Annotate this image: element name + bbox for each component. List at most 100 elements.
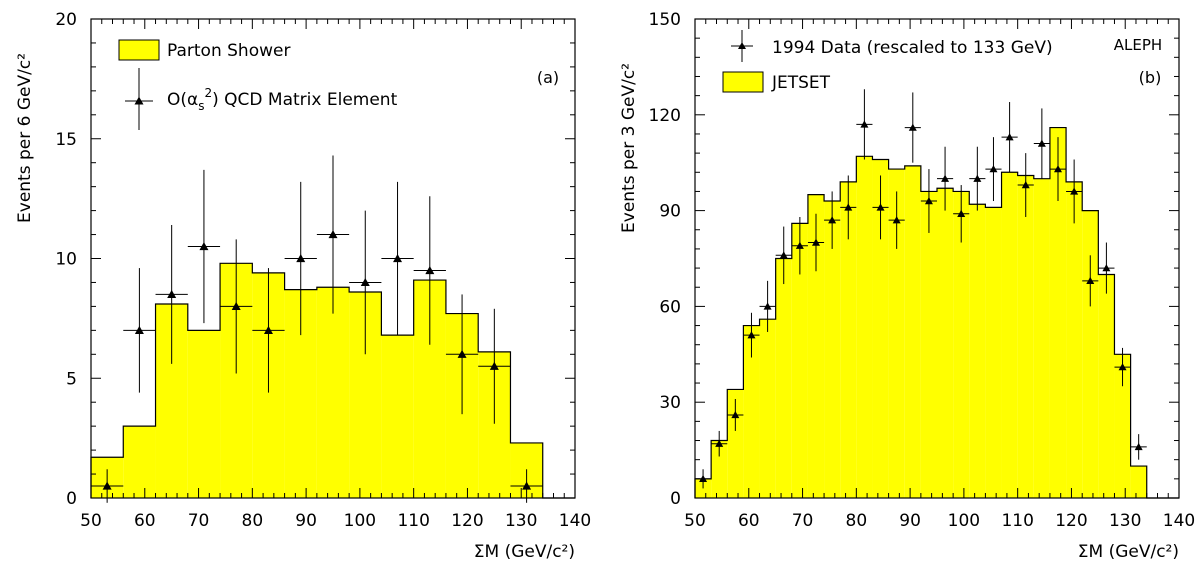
hist-bar: [872, 159, 889, 499]
point-marker: [1054, 165, 1062, 173]
hist-bar: [807, 194, 825, 498]
point-marker: [393, 254, 403, 263]
x-tick-label: 60: [738, 511, 760, 531]
data-point: [1114, 347, 1131, 387]
data-point: [155, 224, 188, 364]
x-tick-label: 100: [948, 511, 980, 531]
data-point: [759, 280, 776, 332]
hist-bar: [791, 223, 808, 498]
point-marker: [860, 120, 869, 128]
data-point: [413, 196, 446, 345]
point-marker: [199, 242, 209, 251]
data-point: [1049, 137, 1067, 202]
ticks-a: [90, 18, 576, 499]
y-tick-label: 90: [659, 202, 681, 222]
point-marker: [908, 123, 917, 131]
data-point: [220, 239, 253, 374]
point-marker: [828, 216, 837, 224]
point-marker: [360, 277, 370, 287]
xlabel-b: ΣM (GeV/c²): [1078, 542, 1179, 562]
point-marker: [1086, 276, 1095, 285]
x-tick-label: 140: [559, 511, 591, 531]
data-point: [824, 191, 841, 249]
hist-bar: [316, 287, 350, 498]
data-point: [775, 226, 792, 285]
xlabel-a: ΣM (GeV/c²): [474, 542, 575, 562]
data-point: [969, 146, 986, 211]
point-marker: [489, 361, 499, 370]
panel-label-b: (b): [1139, 68, 1162, 87]
x-tick-label: 120: [451, 511, 483, 531]
hist-bar: [1130, 466, 1147, 498]
y-tick-label: 150: [649, 10, 681, 30]
y-tick-label: 60: [659, 297, 681, 317]
ylabel-b: Events per 3 GeV/c²: [619, 63, 639, 233]
hist-bar: [840, 181, 857, 499]
hist-bar: [187, 330, 221, 498]
data-point: [91, 469, 124, 503]
point-marker: [1102, 264, 1111, 272]
hist-bar: [1082, 210, 1099, 498]
point-marker: [989, 165, 998, 173]
data-point: [123, 268, 156, 393]
point-marker: [328, 230, 338, 239]
legend-label-jetset: JETSET: [771, 73, 831, 93]
x-tick-label: 110: [1001, 511, 1033, 531]
data-point: [953, 185, 970, 243]
hist-bar: [824, 201, 841, 498]
data-point: [791, 216, 808, 275]
data-point: [349, 210, 382, 355]
x-tick-label: 110: [397, 511, 429, 531]
hist-bar: [743, 325, 760, 498]
data-point: [1082, 255, 1099, 307]
x-tick-label: 70: [188, 511, 210, 531]
point-marker: [1037, 139, 1046, 147]
points-1994-data: [695, 89, 1147, 489]
hist-bar: [888, 169, 905, 498]
data-point: [807, 213, 825, 272]
point-marker: [747, 331, 756, 339]
x-tick-label: 130: [1109, 511, 1141, 531]
data-point: [711, 430, 728, 457]
data-point: [856, 89, 873, 160]
hist-bar: [1017, 175, 1034, 498]
hist-bar: [1033, 178, 1050, 498]
histogram-parton-shower: [90, 262, 575, 499]
data-point: [872, 175, 889, 240]
data-point: [316, 155, 350, 314]
point-marker: [924, 197, 933, 205]
data-point: [904, 92, 921, 163]
point-marker: [231, 301, 241, 310]
hist-bar: [856, 156, 873, 498]
hist-bar: [937, 188, 954, 498]
data-point: [445, 294, 479, 415]
point-marker: [795, 241, 804, 249]
x-tick-label: 80: [242, 511, 264, 531]
point-marker: [167, 289, 177, 299]
point-marker: [263, 325, 273, 334]
point-marker: [1118, 363, 1127, 371]
data-point: [1130, 434, 1147, 460]
data-point: [888, 191, 905, 249]
point-marker: [844, 203, 853, 211]
y-tick-label: 10: [55, 250, 77, 270]
data-point: [1098, 242, 1115, 294]
hist-bar: [1114, 354, 1131, 498]
hist-outline: [90, 262, 575, 499]
hist-bar: [123, 426, 156, 498]
panel-label-a: (a): [537, 68, 559, 87]
hist-bar: [920, 191, 937, 498]
x-tick-label: 70: [792, 511, 814, 531]
data-point: [937, 146, 954, 211]
x-tick-label: 50: [80, 511, 102, 531]
panel-b: 50 60 70 80 90 100 110 120 130 140 0 30 60 90 120 150 E…: [619, 10, 1195, 562]
x-tick-label: 100: [344, 511, 376, 531]
x-tick-label: 120: [1055, 511, 1087, 531]
point-marker: [425, 265, 435, 275]
data-point: [985, 137, 1002, 202]
point-marker: [779, 251, 788, 259]
y-tick-label: 30: [659, 393, 681, 413]
data-point: [1017, 153, 1034, 217]
point-marker: [1005, 133, 1014, 141]
